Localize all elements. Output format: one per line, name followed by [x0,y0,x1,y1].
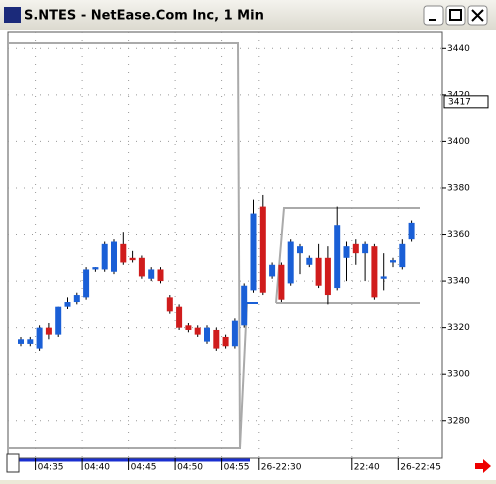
candle-body [241,285,248,326]
x-tick-label: 04:35 [38,463,64,473]
last-price-box [443,95,489,109]
candle-body [120,243,127,263]
candle-body [157,269,164,282]
y-tick-label: 3340 [447,277,470,287]
candle-body [352,243,359,254]
candle-body [315,257,322,286]
candle-body [250,213,257,291]
candle-body [194,327,201,335]
y-tick-label: 3320 [447,323,470,333]
candle-body [231,320,238,347]
y-tick-label: 3400 [447,137,470,147]
y-tick-label: 3440 [447,44,470,54]
candle-body [138,257,145,277]
title-bar [0,0,496,30]
x-tick-label: 22:40 [354,463,380,473]
x-tick-label: 04:55 [224,463,250,473]
candle-body [92,267,99,270]
candle-body [18,339,24,344]
candle-body [111,241,117,272]
candle-body [129,257,136,261]
candle-body [306,257,313,265]
candle-body [204,327,210,342]
candle-body [343,246,350,258]
candle-body [269,264,276,277]
candle-body [259,206,266,293]
candle-body [297,246,303,254]
candle-body [334,225,341,289]
candle-body [371,246,378,298]
x-tick-label: 26-22:30 [261,463,302,473]
maximize-button[interactable] [445,5,466,26]
candle-body [278,264,285,300]
y-tick-label: 3300 [447,370,470,380]
x-tick-label: 26-22:45 [400,463,441,473]
window-title: S.NTES - NetEase.Com Inc, 1 Min [24,9,264,24]
plot-area [7,31,443,459]
candle-body [362,243,369,254]
last-price-label: 3417 [448,97,471,107]
candle-body [176,306,183,328]
candle-body [101,243,108,270]
candle-body [408,222,415,240]
scroll-handle[interactable] [6,453,20,473]
candle-body [73,295,80,303]
x-tick-label: 04:45 [131,463,157,473]
candle-body [27,339,34,344]
candle-body [166,297,173,312]
x-tick-label: 04:50 [177,463,203,473]
candle-body [55,306,62,335]
candle-body [380,276,387,279]
candle-body [148,269,155,279]
candle-body [287,241,294,284]
candle-body [399,243,406,268]
x-tick-label: 04:40 [84,463,110,473]
candle-body [185,325,192,330]
y-tick-label: 3280 [447,416,470,426]
candle-body [45,327,52,335]
y-tick-label: 3360 [447,230,470,240]
candle-body [222,336,229,347]
candle-body [390,260,396,263]
candle-body [36,327,43,349]
candle-body [83,269,90,298]
candle-body [64,302,71,307]
app-icon [4,7,21,23]
y-tick-label: 3380 [447,183,470,193]
scroll-arrow[interactable] [475,459,491,473]
candle-body [213,329,220,349]
candle-body [324,257,331,296]
minimize-button[interactable] [423,5,444,26]
window-buttons[interactable] [423,5,488,26]
